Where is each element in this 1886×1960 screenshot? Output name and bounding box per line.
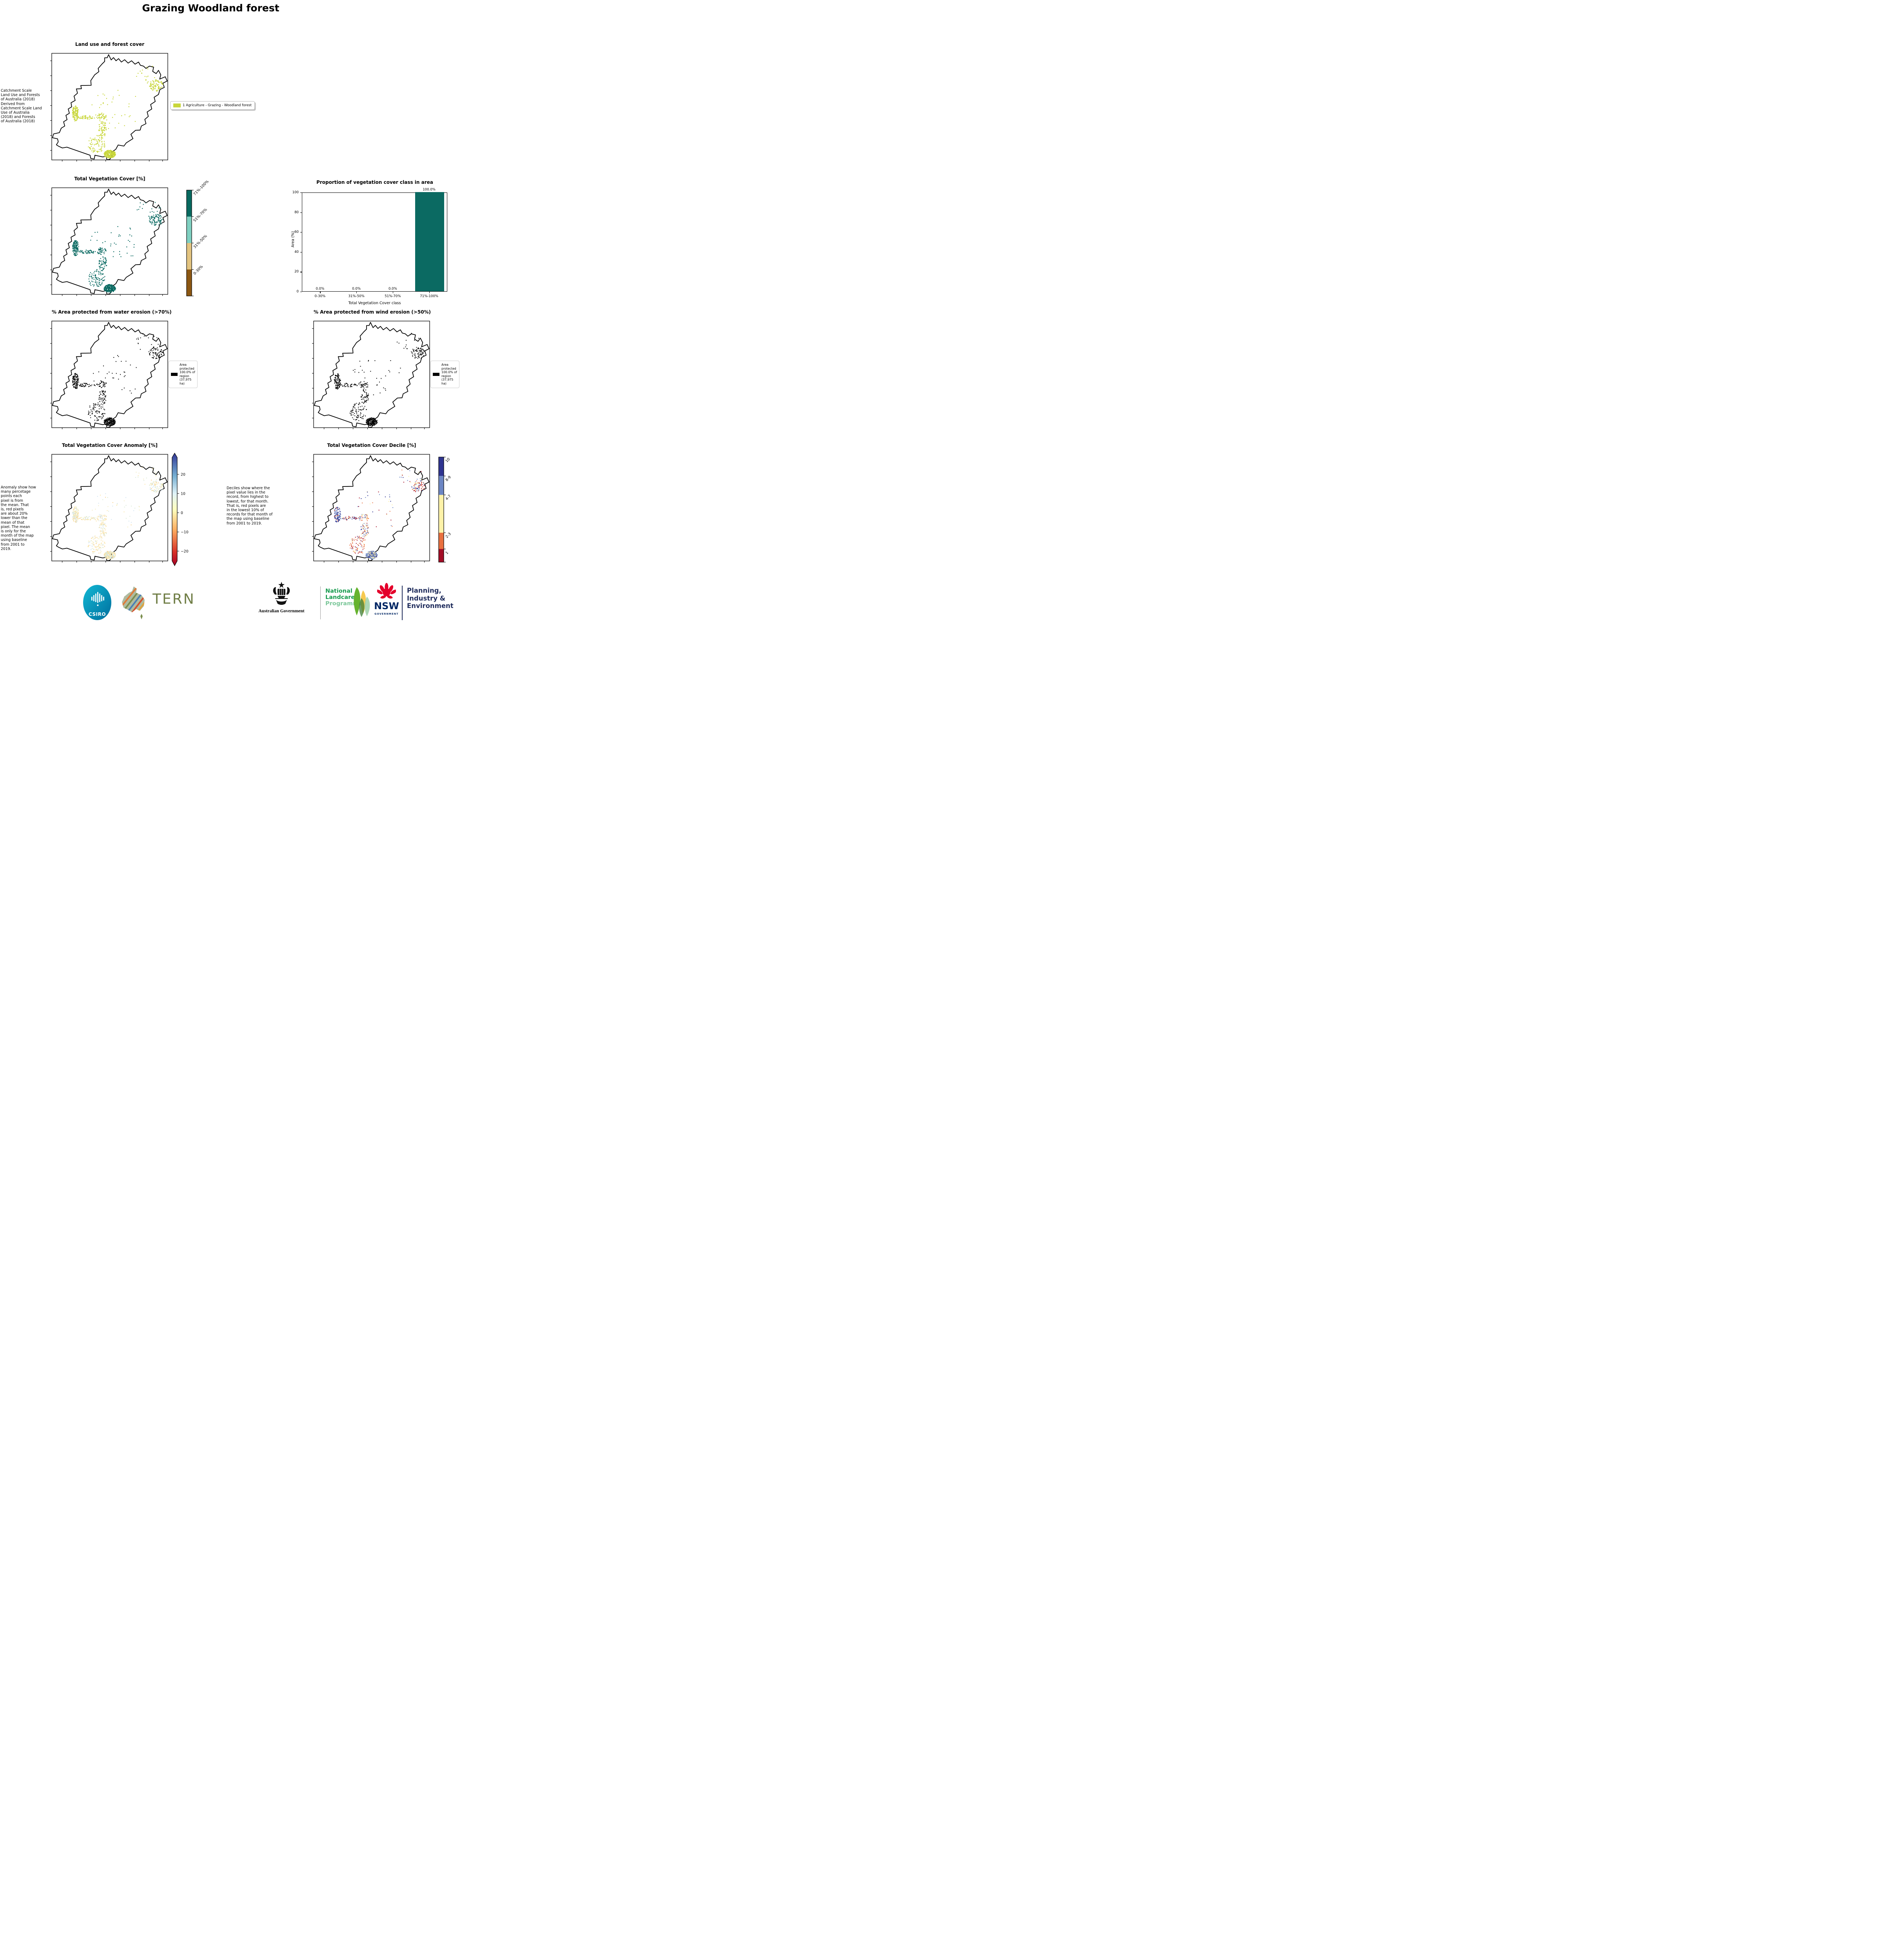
water-erosion-map bbox=[50, 321, 168, 429]
landuse-legend: 1 Agriculture - Grazing - Woodland fores… bbox=[170, 101, 255, 110]
map-canvas bbox=[50, 454, 168, 563]
svg-text:10: 10 bbox=[181, 492, 185, 496]
landuse-map bbox=[50, 53, 168, 162]
wind-erosion-legend: Area protected 100.0% of region (37,975 … bbox=[430, 361, 459, 388]
svg-text:71%-100%: 71%-100% bbox=[192, 179, 210, 196]
vegcover-colorbar: 71%-100% 51%-70% 31%-50% 0-30% bbox=[186, 179, 219, 309]
proportion-chart-title: Proportion of vegetation cover class in … bbox=[316, 180, 433, 185]
water-erosion-legend-swatch bbox=[171, 372, 178, 376]
decile-caption: Deciles show where the pixel value lies … bbox=[227, 486, 273, 526]
bar-value-label: 0.0% bbox=[352, 287, 361, 291]
svg-text:2-3: 2-3 bbox=[445, 532, 452, 539]
svg-text:4-7: 4-7 bbox=[445, 494, 452, 501]
y-tick bbox=[300, 212, 302, 213]
anomaly-colorbar: 20 10 0 −10 −20 bbox=[171, 452, 199, 569]
svg-text:51%-70%: 51%-70% bbox=[192, 207, 208, 223]
tern-tasmania bbox=[140, 614, 143, 619]
svg-text:1: 1 bbox=[445, 551, 449, 555]
wind-erosion-title: % Area protected from wind erosion (>50%… bbox=[314, 309, 431, 315]
proportion-xlabel: Total Vegetation Cover class bbox=[348, 301, 401, 305]
water-erosion-legend-label: Area protected 100.0% of region (37,975 … bbox=[180, 363, 195, 385]
map-canvas bbox=[50, 187, 168, 296]
water-erosion-legend: Area protected 100.0% of region (37,975 … bbox=[169, 361, 198, 388]
svg-text:31%-50%: 31%-50% bbox=[192, 234, 208, 249]
y-tick-label: 40 bbox=[294, 250, 299, 254]
bar-value-label: 0.0% bbox=[316, 287, 325, 291]
landuse-title: Land use and forest cover bbox=[75, 42, 145, 47]
wind-erosion-map bbox=[312, 321, 430, 429]
decile-colorbar: 10 8-9 4-7 2-3 1 bbox=[438, 457, 471, 575]
x-tick bbox=[429, 292, 430, 293]
figure-root: Grazing Woodland forest Land use and for… bbox=[0, 0, 472, 626]
svg-text:−10: −10 bbox=[181, 530, 189, 535]
tern-australia-icon bbox=[122, 586, 145, 619]
anomaly-title: Total Vegetation Cover Anomaly [%] bbox=[62, 443, 158, 448]
y-tick bbox=[300, 192, 302, 193]
bar-value-label: 0.0% bbox=[388, 287, 397, 291]
water-erosion-title: % Area protected from water erosion (>70… bbox=[52, 309, 172, 315]
map-canvas bbox=[312, 454, 430, 563]
map-canvas bbox=[50, 53, 168, 162]
csiro-label: CSIRO bbox=[88, 612, 106, 617]
colorbar-canvas: 20 10 0 −10 −20 bbox=[172, 452, 189, 566]
nsw-label: NSW bbox=[374, 601, 399, 612]
x-tick-label: 71%-100% bbox=[420, 294, 438, 298]
bar-value-label: 100.0% bbox=[423, 188, 436, 192]
australian-government-crest-icon bbox=[273, 582, 290, 605]
y-tick-label: 20 bbox=[294, 270, 299, 274]
map-canvas bbox=[312, 321, 430, 429]
x-tick-label: 51%-70% bbox=[385, 294, 401, 298]
svg-text:8-9: 8-9 bbox=[445, 475, 452, 483]
y-tick-label: 80 bbox=[294, 210, 299, 214]
footer-divider-2 bbox=[402, 586, 403, 620]
map-canvas bbox=[50, 321, 168, 429]
csiro-soundwave-icon bbox=[91, 592, 104, 606]
csiro-ellipse bbox=[83, 585, 111, 620]
svg-text:−20: −20 bbox=[181, 549, 189, 554]
wind-erosion-legend-swatch bbox=[433, 372, 439, 376]
planning-industry-environment-label: Planning, Industry & Environment bbox=[407, 587, 454, 610]
landcare-leaves-icon bbox=[354, 587, 370, 617]
x-tick-label: 31%-50% bbox=[348, 294, 365, 298]
colorbar-canvas: 71%-100% 51%-70% 31%-50% 0-30% bbox=[186, 179, 210, 296]
anomaly-caption: Anomaly show how many percetage points e… bbox=[1, 485, 36, 551]
footer-divider-1 bbox=[320, 586, 321, 619]
x-tick-label: 0-30% bbox=[314, 294, 326, 298]
bar-71%-100% bbox=[415, 192, 444, 291]
x-tick bbox=[356, 292, 357, 293]
nsw-government-label: GOVERNMENT bbox=[374, 612, 399, 615]
proportion-plot bbox=[302, 192, 447, 292]
vegcover-title: Total Vegetation Cover [%] bbox=[74, 176, 145, 181]
landuse-legend-swatch bbox=[173, 103, 181, 107]
tern-stripes bbox=[122, 586, 145, 612]
tern-label: TERN bbox=[152, 591, 195, 607]
anomaly-map bbox=[50, 454, 168, 563]
landuse-legend-label: 1 Agriculture - Grazing - Woodland fores… bbox=[183, 103, 252, 107]
svg-text:10: 10 bbox=[445, 457, 451, 463]
vegcover-map bbox=[50, 187, 168, 296]
y-tick-label: 60 bbox=[294, 230, 299, 234]
figure-title: Grazing Woodland forest bbox=[142, 2, 280, 14]
landcare-label: National Landcare bbox=[325, 588, 355, 601]
landuse-caption: Catchment Scale Land Use and Forests of … bbox=[1, 89, 42, 124]
australian-government-label: Australian Government bbox=[258, 609, 305, 613]
nsw-waratah-icon bbox=[377, 583, 396, 599]
landcare-programme-label: Programme bbox=[325, 601, 363, 607]
decile-title: Total Vegetation Cover Decile [%] bbox=[327, 443, 416, 448]
csiro-logo bbox=[83, 585, 111, 620]
svg-text:0: 0 bbox=[181, 511, 183, 515]
svg-text:20: 20 bbox=[181, 473, 185, 477]
decile-map bbox=[312, 454, 430, 563]
y-tick-label: 100 bbox=[292, 191, 299, 194]
colorbar-canvas: 10 8-9 4-7 2-3 1 bbox=[438, 457, 452, 563]
y-tick-label: 0 bbox=[296, 290, 299, 294]
svg-text:0-30%: 0-30% bbox=[192, 265, 204, 276]
wind-erosion-legend-label: Area protected 100.0% of region (37,975 … bbox=[441, 363, 457, 385]
